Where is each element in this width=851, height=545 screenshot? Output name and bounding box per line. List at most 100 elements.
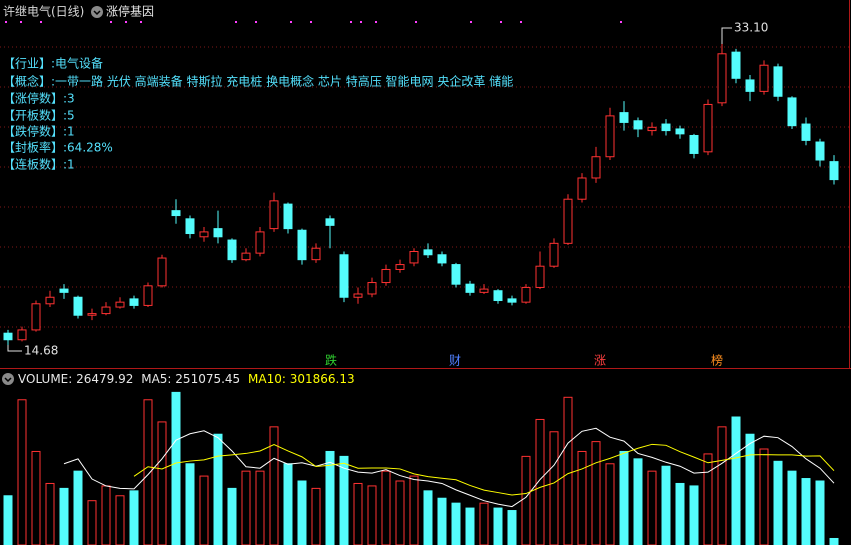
candle-body (535, 265, 545, 288)
candle-body (311, 247, 321, 261)
candle-body (297, 229, 307, 261)
volume-bar (591, 441, 601, 545)
volume-bar (381, 470, 391, 545)
volume-bar (283, 463, 293, 545)
candle-body (409, 250, 419, 264)
candle-body (745, 79, 755, 92)
volume-bar (479, 502, 489, 545)
volume-bar (605, 463, 615, 545)
candle-body (465, 283, 475, 293)
candle-body (563, 198, 573, 244)
volume-bar (311, 487, 321, 545)
volume-bar (815, 480, 825, 545)
candle-body (115, 301, 125, 308)
info-line: 【涨停数】:3 (3, 91, 75, 106)
candle-body (815, 141, 825, 161)
candle-body (227, 239, 237, 261)
candle-body (437, 254, 447, 264)
candle-body (689, 134, 699, 154)
volume-bar (493, 507, 503, 545)
volume-bar (703, 453, 713, 545)
volume-icon-chevron (4, 377, 12, 383)
volume-bar (437, 497, 447, 545)
candle-body (675, 128, 685, 135)
candle-body (647, 126, 657, 132)
candle-body (717, 53, 727, 104)
candle-body (17, 329, 27, 341)
volume-icon[interactable] (2, 373, 14, 385)
volume-bar (297, 480, 307, 545)
volume-bar (171, 391, 181, 545)
candle-body (549, 242, 559, 267)
candle-body (339, 254, 349, 298)
legend-name: VOLUME: (18, 372, 72, 386)
volume-bar (731, 416, 741, 545)
info-line: 【行业】:电气设备 (3, 56, 103, 71)
legend-name: MA10: (248, 372, 286, 386)
candle-body (759, 64, 769, 92)
volume-bar (87, 500, 97, 545)
volume-bar (745, 433, 755, 545)
candle-body (45, 296, 55, 305)
candle-body (479, 288, 489, 293)
volume-bar (367, 485, 377, 545)
volume-bar (241, 470, 251, 545)
candle-body (283, 203, 293, 230)
volume-bar (143, 399, 153, 545)
volume-bar (31, 450, 41, 545)
candle-body (269, 200, 279, 230)
candle-body (633, 120, 643, 130)
volume-bar (535, 418, 545, 545)
tab-label[interactable]: 涨停基因 (106, 4, 154, 19)
info-panel: 【行业】:电气设备【概念】:一带一路 光伏 高端装备 特斯拉 充电桩 换电概念 … (3, 56, 513, 172)
volume-bar (353, 482, 363, 545)
volume-bar (3, 495, 13, 545)
volume-bar (423, 490, 433, 545)
volume-bar (675, 482, 685, 545)
candle-body (381, 268, 391, 284)
volume-bar (269, 426, 279, 545)
volume-bar (325, 450, 335, 545)
annotation-leader (721, 27, 732, 44)
volume-bar (465, 507, 475, 545)
candle-body (773, 66, 783, 97)
info-line: 【开板数】:5 (3, 108, 75, 123)
candle-body (605, 115, 615, 158)
tab-icon-chevron (93, 10, 101, 16)
candle-body (143, 285, 153, 306)
volume-bar (507, 510, 517, 545)
candle-body (171, 210, 181, 217)
candle-body (101, 306, 111, 315)
volume-bar (129, 490, 139, 545)
candle-body (703, 103, 713, 153)
volume-bar (157, 421, 167, 545)
candle-body (157, 257, 167, 287)
volume-bar (59, 487, 69, 545)
candle-body (829, 161, 839, 181)
candle-body (787, 97, 797, 127)
volume-bar (661, 465, 671, 545)
volume-bar (185, 463, 195, 545)
candle-body (255, 231, 265, 254)
candle-body (367, 282, 377, 295)
volume-legend: VOLUME: 26479.92 MA5: 251075.45 MA10: 30… (18, 372, 355, 386)
candle-body (507, 298, 517, 303)
tab-icon[interactable] (91, 6, 103, 18)
volume-bar (73, 470, 83, 545)
candle-body (129, 298, 139, 306)
volume-bar (773, 460, 783, 545)
candle-body (31, 303, 41, 331)
candle-body (87, 313, 97, 316)
legend-name: MA5: (141, 372, 171, 386)
candle-body (325, 218, 335, 226)
volume-bar (549, 431, 559, 545)
legend-value: 301866.13 (290, 372, 355, 386)
volume-bar (115, 495, 125, 545)
volume-bar (717, 426, 727, 545)
candle-body (731, 51, 741, 79)
volume-bar (395, 480, 405, 545)
volume-bar (829, 537, 839, 545)
info-line: 【连板数】:1 (3, 157, 75, 172)
